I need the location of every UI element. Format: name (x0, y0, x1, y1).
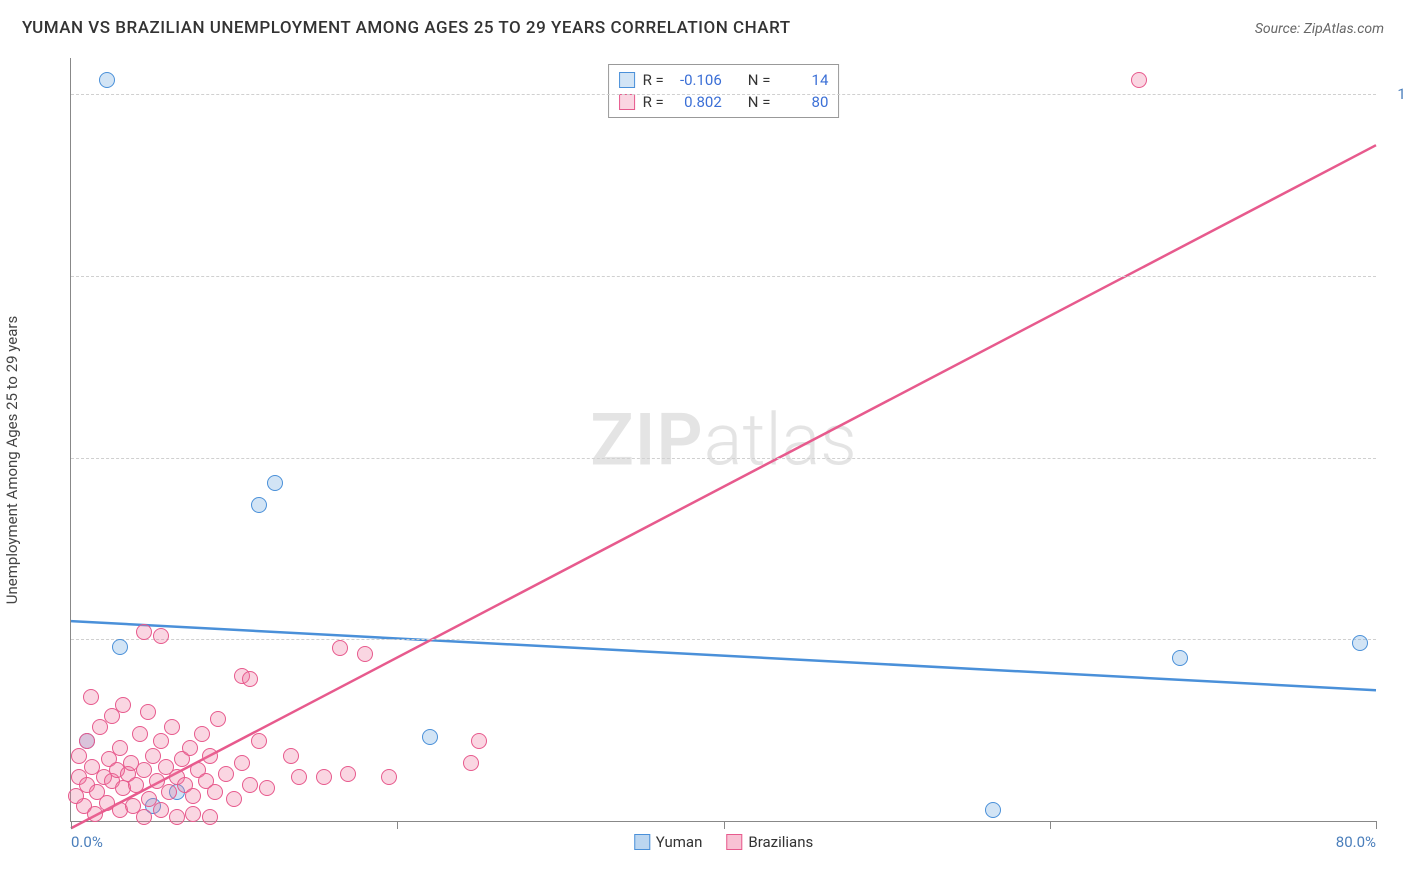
data-point (136, 809, 152, 825)
legend-item-yuman: Yuman (634, 833, 703, 851)
data-point (251, 733, 267, 749)
data-point (1352, 635, 1368, 651)
x-tick (724, 821, 725, 829)
data-point (153, 802, 169, 818)
plot-area: ZIPatlas R = -0.106 N = 14 R = 0.802 N =… (70, 58, 1376, 822)
data-point (140, 704, 156, 720)
data-point (83, 689, 99, 705)
source-attribution: Source: ZipAtlas.com (1255, 21, 1384, 37)
correlation-row-yuman: R = -0.106 N = 14 (619, 69, 829, 91)
y-tick-label: 25.0% (1386, 630, 1406, 648)
correlation-legend: R = -0.106 N = 14 R = 0.802 N = 80 (608, 64, 840, 118)
x-tick-label: 80.0% (1336, 833, 1376, 851)
data-point (357, 646, 373, 662)
y-tick-label: 75.0% (1386, 267, 1406, 285)
data-point (259, 780, 275, 796)
series-legend: Yuman Brazilians (634, 833, 813, 851)
y-tick-label: 50.0% (1386, 449, 1406, 467)
data-point (463, 755, 479, 771)
data-point (202, 809, 218, 825)
data-point (283, 748, 299, 764)
data-point (136, 624, 152, 640)
r-label: R = (643, 69, 664, 91)
data-point (128, 777, 144, 793)
data-point (207, 784, 223, 800)
data-point (68, 788, 84, 804)
data-point (185, 788, 201, 804)
gridline (71, 276, 1376, 277)
data-point (226, 791, 242, 807)
data-point (182, 740, 198, 756)
data-point (291, 769, 307, 785)
data-point (381, 769, 397, 785)
data-point (112, 740, 128, 756)
watermark-zip: ZIP (590, 397, 703, 482)
data-point (242, 671, 258, 687)
gridline (71, 639, 1376, 640)
data-point (164, 719, 180, 735)
data-point (1172, 650, 1188, 666)
regression-lines-layer (71, 58, 1376, 821)
data-point (169, 809, 185, 825)
data-point (218, 766, 234, 782)
gridline (71, 458, 1376, 459)
swatch-yuman (634, 834, 650, 850)
n-label: N = (748, 69, 771, 91)
data-point (194, 726, 210, 742)
data-point (242, 777, 258, 793)
data-point (316, 769, 332, 785)
data-point (985, 802, 1001, 818)
data-point (79, 733, 95, 749)
data-point (471, 733, 487, 749)
data-point (340, 766, 356, 782)
chart-title: YUMAN VS BRAZILIAN UNEMPLOYMENT AMONG AG… (22, 18, 791, 38)
legend-item-brazilians: Brazilians (726, 833, 813, 851)
data-point (99, 72, 115, 88)
data-point (153, 628, 169, 644)
data-point (112, 639, 128, 655)
r-value-yuman: -0.106 (672, 69, 722, 91)
legend-label-yuman: Yuman (656, 833, 703, 851)
data-point (422, 729, 438, 745)
data-point (332, 640, 348, 656)
watermark-atlas: atlas (704, 397, 857, 482)
x-tick (71, 821, 72, 829)
x-tick (397, 821, 398, 829)
data-point (251, 497, 267, 513)
swatch-yuman (619, 72, 635, 88)
swatch-brazilians (619, 94, 635, 110)
regression-line (71, 145, 1376, 828)
data-point (71, 748, 87, 764)
y-tick-label: 100.0% (1386, 85, 1406, 103)
data-point (1131, 72, 1147, 88)
data-point (115, 697, 131, 713)
chart-container: Unemployment Among Ages 25 to 29 years Z… (22, 50, 1384, 870)
data-point (202, 748, 218, 764)
data-point (185, 806, 201, 822)
data-point (234, 755, 250, 771)
y-axis-label: Unemployment Among Ages 25 to 29 years (3, 316, 21, 604)
legend-label-brazilians: Brazilians (748, 833, 813, 851)
data-point (132, 726, 148, 742)
gridline (71, 94, 1376, 95)
data-point (153, 733, 169, 749)
x-tick-label: 0.0% (71, 833, 103, 851)
x-tick (1050, 821, 1051, 829)
data-point (210, 711, 226, 727)
x-tick (1376, 821, 1377, 829)
data-point (161, 784, 177, 800)
chart-header: YUMAN VS BRAZILIAN UNEMPLOYMENT AMONG AG… (0, 0, 1406, 50)
n-value-yuman: 14 (778, 69, 828, 91)
watermark: ZIPatlas (590, 397, 857, 482)
swatch-brazilians (726, 834, 742, 850)
data-point (267, 475, 283, 491)
